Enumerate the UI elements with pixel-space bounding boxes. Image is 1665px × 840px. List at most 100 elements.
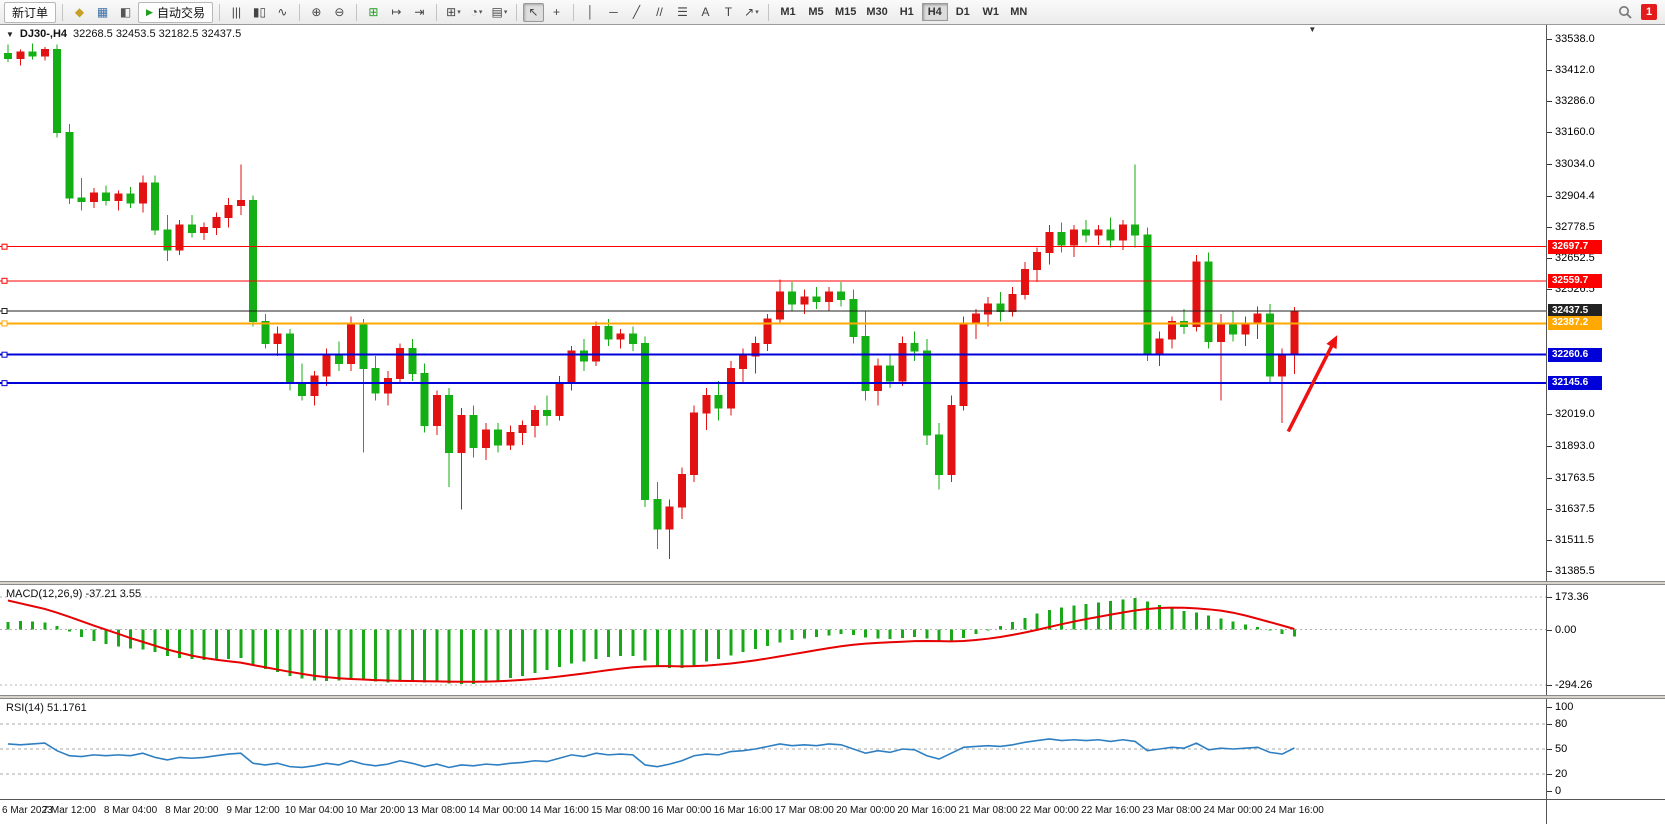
tile-windows-icon[interactable]: ⊞	[363, 3, 384, 22]
vertical-line-icon[interactable]: │	[580, 3, 601, 22]
crosshair-icon[interactable]: +	[546, 3, 567, 22]
macd-chart-canvas[interactable]	[0, 585, 1546, 695]
candle	[873, 365, 882, 392]
timeframe-m1-button[interactable]: M1	[780, 6, 796, 18]
new-order-button[interactable]: 新订单	[4, 1, 57, 23]
line-anchor-handle[interactable]	[1, 380, 8, 387]
data-window-icon[interactable]: ▦	[92, 3, 113, 22]
trendline-icon[interactable]: ╱	[626, 3, 647, 22]
candle	[592, 325, 601, 362]
timeframe-d1-button[interactable]: D1	[955, 6, 970, 18]
chart-shift-marker[interactable]: ▼	[1308, 25, 1317, 34]
candle	[935, 434, 944, 476]
axis-tick	[1547, 597, 1552, 598]
macd-histogram-bar	[6, 622, 10, 630]
candle	[163, 229, 172, 251]
line-chart-icon[interactable]: ∿	[272, 3, 293, 22]
cursor-icon[interactable]: ↖	[522, 2, 544, 22]
navigator-icon[interactable]: ◧	[115, 3, 136, 22]
timeframe-h4-button[interactable]: H4	[921, 3, 948, 21]
candle	[310, 375, 319, 397]
timeframe-w1-button[interactable]: W1	[982, 6, 1000, 18]
toolbar-separator	[355, 3, 357, 21]
candle	[53, 49, 62, 133]
line-anchor-handle[interactable]	[1, 351, 8, 358]
arrows-icon[interactable]: ↗ ▾	[741, 3, 762, 22]
candle	[714, 395, 723, 409]
candle	[334, 355, 343, 365]
pane-splitter-rsi[interactable]	[0, 695, 1665, 699]
price-axis-label: 33034.0	[1555, 157, 1595, 170]
candle	[653, 498, 662, 530]
pane-splitter-macd[interactable]	[0, 581, 1665, 585]
timeframe-mn-button[interactable]: MN	[1010, 6, 1028, 18]
time-axis-label: 21 Mar 08:00	[958, 805, 1018, 816]
line-anchor-handle[interactable]	[1, 277, 8, 284]
zoom-out-icon[interactable]: ⊖	[329, 3, 350, 22]
macd-axis[interactable]: 173.36 0.00 -294.26	[1546, 585, 1665, 695]
candle	[322, 355, 331, 377]
candle	[702, 395, 711, 414]
candle	[1033, 251, 1042, 271]
price-chart-canvas[interactable]	[0, 25, 1546, 581]
auto-trading-button-label: 自动交易	[156, 5, 205, 20]
search-icon[interactable]	[1615, 5, 1635, 19]
macd-histogram-bar	[1011, 622, 1015, 630]
rsi-chart-canvas[interactable]	[0, 699, 1546, 799]
candle	[212, 217, 221, 229]
time-axis[interactable]: 6 Mar 2023 7 Mar 12:00 8 Mar 04:00 8 Mar 20…	[0, 799, 1665, 824]
templates-icon[interactable]: ▤ ▾	[489, 3, 510, 22]
chart-collapse-icon[interactable]: ▼	[6, 30, 14, 39]
price-axis[interactable]: 33538.0 33412.0 33286.0 33160.0 33034.0 32904…	[1546, 25, 1665, 581]
rsi-axis[interactable]: 100 80 50 20 0	[1546, 699, 1665, 799]
arrow-annotation[interactable]	[1286, 339, 1337, 433]
zoom-in-icon[interactable]: ⊕	[306, 3, 327, 22]
trendline-icon: ╱	[632, 5, 641, 19]
line-anchor-handle[interactable]	[1, 243, 8, 250]
profiles-icon[interactable]: ◔ ▾	[466, 3, 487, 22]
macd-histogram-bar	[202, 629, 206, 660]
candle	[445, 395, 454, 453]
notification-badge[interactable]: 1	[1641, 4, 1657, 20]
axis-tick	[1547, 414, 1552, 416]
timeframe-m30-button[interactable]: M30	[866, 6, 888, 18]
timeframe-h1-button[interactable]: H1	[899, 6, 914, 18]
macd-histogram-bar	[1023, 617, 1027, 630]
fibonacci-icon[interactable]: ☰	[672, 3, 693, 22]
candle	[800, 296, 809, 305]
candle	[396, 348, 405, 379]
axis-tick	[1547, 70, 1552, 72]
price-pane: ▼ DJ30-,H4 32268.5 32453.5 32182.5 32437…	[0, 25, 1665, 581]
candle	[849, 298, 858, 337]
candle	[151, 182, 160, 231]
price-axis-label: 32778.5	[1555, 220, 1595, 233]
macd-histogram-bar	[423, 629, 427, 683]
line-anchor-handle[interactable]	[1, 320, 8, 327]
auto-scroll-icon[interactable]: ↦	[386, 3, 407, 22]
market-watch-icon[interactable]: ◆	[69, 3, 90, 22]
rsi-axis-label: 80	[1555, 717, 1568, 730]
chart-ohlc-values: 32268.5 32453.5 32182.5 32437.5	[73, 28, 242, 40]
macd-histogram-bar	[680, 629, 684, 669]
equidistant-channel-icon[interactable]: //	[649, 3, 670, 22]
timeframe-m5-button[interactable]: M5	[808, 6, 824, 18]
auto-trading-button[interactable]: ▶ 自动交易	[138, 1, 213, 23]
line-anchor-handle[interactable]	[1, 307, 8, 314]
new-chart-icon[interactable]: ⊞ ▾	[443, 3, 464, 22]
chart-shift-icon[interactable]: ⇥	[409, 3, 430, 22]
timeframe-m15-button[interactable]: M15	[834, 6, 857, 18]
macd-histogram-bar	[643, 629, 647, 661]
macd-histogram-bar	[619, 629, 623, 656]
candle	[1094, 229, 1103, 236]
macd-histogram-bar	[631, 629, 635, 656]
horizontal-line-icon[interactable]: ─	[603, 3, 624, 22]
navigator-icon: ◧	[119, 5, 132, 19]
macd-histogram-bar	[1280, 629, 1284, 634]
text-icon[interactable]: A	[695, 3, 716, 22]
macd-histogram-bar	[398, 629, 402, 682]
time-axis-label: 10 Mar 20:00	[346, 805, 405, 816]
text-label-icon[interactable]: T	[718, 3, 739, 22]
bar-chart-icon[interactable]: |||	[226, 3, 247, 22]
macd-histogram-bar	[1158, 604, 1162, 630]
candlestick-chart-icon[interactable]: ▮▯	[249, 3, 270, 22]
